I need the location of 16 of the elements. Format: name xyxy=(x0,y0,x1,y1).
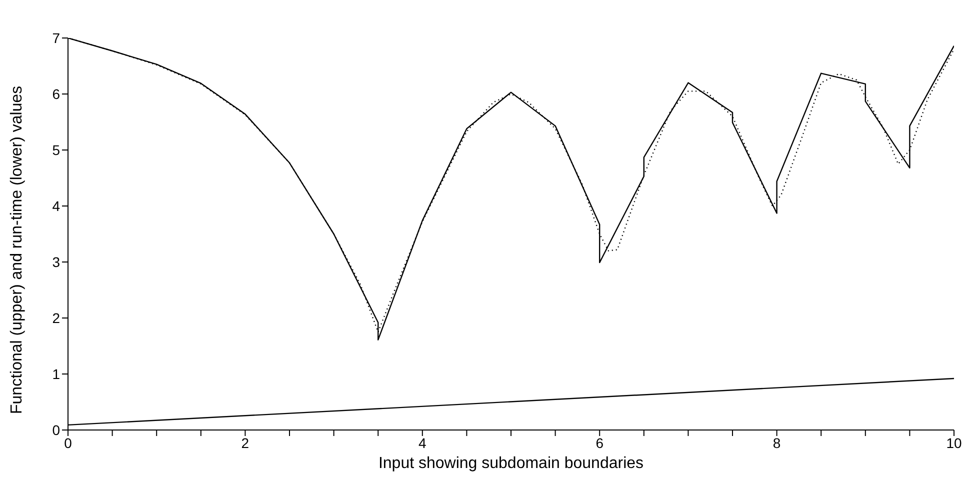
x-tick-label: 8 xyxy=(772,434,781,451)
y-tick-label: 3 xyxy=(52,254,60,270)
x-tick-label: 10 xyxy=(946,434,962,451)
y-axis-title: Functional (upper) and run-time (lower) values xyxy=(8,86,26,414)
y-tick-label: 7 xyxy=(52,30,60,46)
y-tick-label: 6 xyxy=(52,86,60,102)
y-tick-label: 2 xyxy=(52,310,60,326)
x-tick-label: 4 xyxy=(418,434,426,451)
x-tick-label: 6 xyxy=(596,434,604,451)
y-tick-label: 0 xyxy=(52,422,60,438)
x-axis-title: Input showing subdomain boundaries xyxy=(378,455,644,472)
y-tick-label: 1 xyxy=(52,366,60,382)
y-tick-label: 5 xyxy=(52,142,60,158)
x-tick-label: 0 xyxy=(64,434,72,451)
y-tick-label: 4 xyxy=(52,198,60,214)
x-tick-label: 2 xyxy=(241,434,250,451)
